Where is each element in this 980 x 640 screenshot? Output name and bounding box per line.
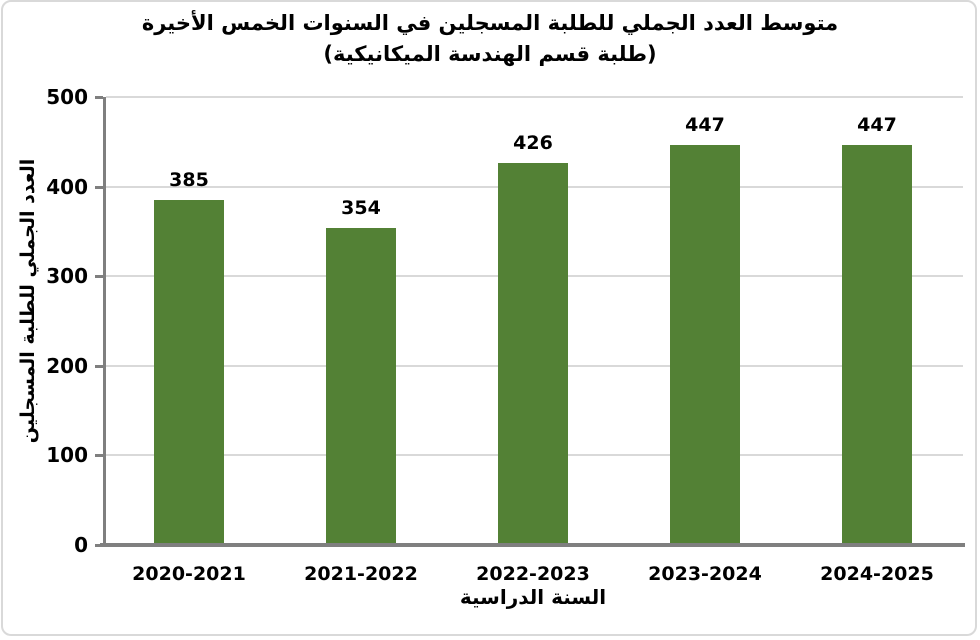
bar-value-label: 426 xyxy=(513,132,553,155)
y-tick-label: 100 xyxy=(46,443,88,468)
y-tick-mark xyxy=(95,275,103,279)
x-tick-label: 2024-2025 xyxy=(820,563,934,585)
y-tick-mark xyxy=(95,96,103,99)
y-tick-label: 200 xyxy=(46,353,88,378)
plot-area: 385 354 426 447 447 xyxy=(95,96,965,547)
bar-value-label: 447 xyxy=(857,113,897,136)
chart-title: متوسط العدد الجملي للطلبة المسجلين في ال… xyxy=(141,11,839,35)
chart-title-block: متوسط العدد الجملي للطلبة المسجلين في ال… xyxy=(0,8,980,70)
x-axis-title: السنة الدراسية xyxy=(459,585,607,609)
gridline xyxy=(106,96,963,98)
x-tick-label: 2022-2023 xyxy=(476,563,590,585)
x-axis-line xyxy=(100,543,965,547)
y-axis-title: العدد الجملي للطلبة المسجلين xyxy=(17,158,39,444)
x-tick-label: 2021-2022 xyxy=(304,563,418,585)
chart-subtitle: (طلبة قسم الهندسة الميكانيكية) xyxy=(323,42,657,66)
y-tick-mark xyxy=(95,454,103,458)
bar xyxy=(670,144,740,545)
bar xyxy=(842,144,912,545)
x-tick-label: 2023-2024 xyxy=(648,563,762,585)
y-tick-label: 0 xyxy=(74,533,88,557)
x-tick-label: 2020-2021 xyxy=(132,563,246,585)
y-axis-line xyxy=(103,97,106,547)
bar xyxy=(498,163,568,545)
y-tick-mark xyxy=(95,544,103,547)
bar-value-label: 385 xyxy=(169,169,209,192)
y-tick-label: 500 xyxy=(46,85,88,109)
y-tick-label: 400 xyxy=(46,174,88,199)
y-tick-mark xyxy=(95,364,103,368)
bar-value-label: 354 xyxy=(341,196,381,219)
bar xyxy=(326,227,396,545)
bar-value-label: 447 xyxy=(685,113,725,136)
y-tick-mark xyxy=(95,185,103,189)
y-tick-label: 300 xyxy=(46,264,88,289)
bar xyxy=(154,200,224,545)
